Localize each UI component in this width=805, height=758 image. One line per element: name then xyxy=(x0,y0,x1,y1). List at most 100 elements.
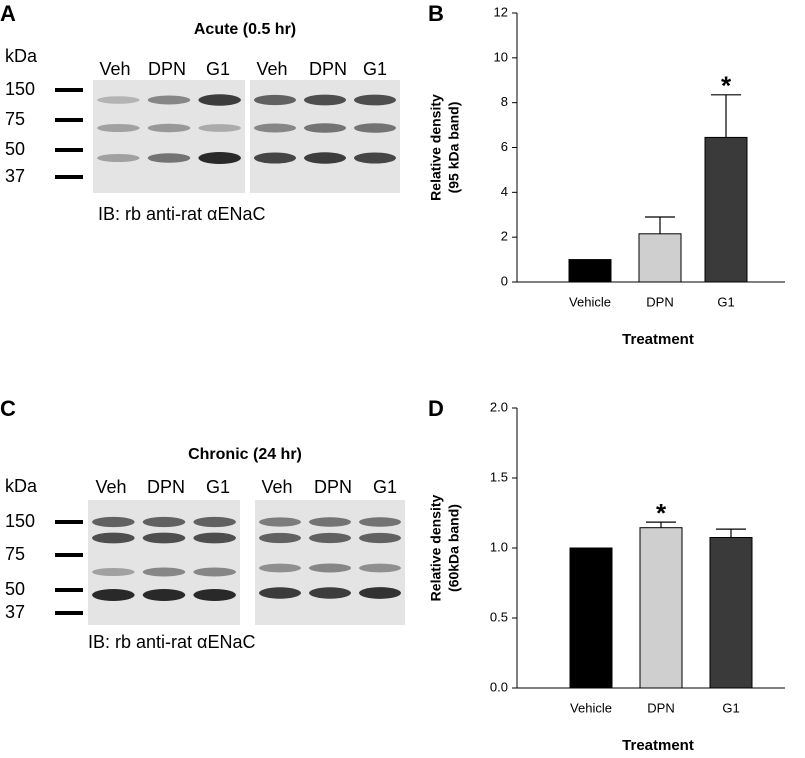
y-tick-label: 2 xyxy=(501,229,508,244)
y-tick-label: 4 xyxy=(501,184,508,199)
blot-band xyxy=(92,532,135,544)
blot-band xyxy=(147,95,191,105)
blot-band xyxy=(193,532,236,544)
lane-label: DPN xyxy=(148,59,186,79)
y-tick-label: 0.0 xyxy=(490,679,508,694)
bar xyxy=(709,537,753,689)
lane-label: Veh xyxy=(256,59,287,79)
blot-band xyxy=(142,589,186,601)
blot-band xyxy=(254,94,296,106)
y-tick-label: 1.5 xyxy=(490,469,508,484)
x-tick-label: DPN xyxy=(646,294,673,309)
bar xyxy=(569,547,613,689)
blot-band xyxy=(254,152,296,164)
panel-letter: A xyxy=(0,1,16,26)
panel-letter: B xyxy=(428,1,444,26)
blot-band xyxy=(147,123,191,133)
marker-label: 37 xyxy=(5,602,25,622)
y-tick-label: 1.0 xyxy=(490,539,508,554)
y-tick-label: 8 xyxy=(501,94,508,109)
y-axis-label: (60kDa band) xyxy=(446,504,462,592)
marker-label: 50 xyxy=(5,139,25,159)
blot-band xyxy=(259,587,301,599)
x-axis-label: Treatment xyxy=(622,331,694,348)
blot-title: Acute (0.5 hr) xyxy=(194,21,296,38)
lane-label: G1 xyxy=(206,59,230,79)
blot-band xyxy=(309,532,351,544)
panel-letter: C xyxy=(0,396,16,421)
blot-caption: IB: rb anti-rat αENaC xyxy=(98,204,265,224)
bar xyxy=(638,233,682,283)
significance-marker: * xyxy=(656,498,667,528)
y-axis-label: (95 kDa band) xyxy=(446,102,462,194)
blot-caption: IB: rb anti-rat αENaC xyxy=(88,632,255,652)
blot-band xyxy=(354,123,396,133)
lane-label: Veh xyxy=(261,477,292,497)
blot-band xyxy=(92,567,135,577)
marker-label: 75 xyxy=(5,109,25,129)
blot-unit: kDa xyxy=(5,476,38,496)
y-axis-label: Relative density xyxy=(428,94,444,201)
blot-band xyxy=(142,567,186,577)
blot-band xyxy=(254,123,296,133)
y-tick-label: 0 xyxy=(501,273,508,288)
blot-band xyxy=(142,516,186,528)
blot-band xyxy=(92,589,135,601)
blot-band xyxy=(309,563,351,573)
lane-label: G1 xyxy=(206,477,230,497)
blot-band xyxy=(304,123,346,133)
significance-marker: * xyxy=(721,71,732,101)
y-tick-label: 6 xyxy=(501,139,508,154)
y-axis-label: Relative density xyxy=(428,494,444,601)
blot-band xyxy=(354,152,396,164)
blot-band xyxy=(359,532,401,544)
lane-label: DPN xyxy=(314,477,352,497)
marker-label: 75 xyxy=(5,544,25,564)
x-tick-label: G1 xyxy=(717,294,734,309)
blot-band xyxy=(309,587,351,599)
blot-band xyxy=(359,563,401,573)
lane-label: G1 xyxy=(373,477,397,497)
blot-band xyxy=(97,96,140,104)
y-tick-label: 2.0 xyxy=(490,399,508,414)
y-tick-label: 12 xyxy=(494,4,508,19)
blot-band xyxy=(259,532,301,544)
blot-band xyxy=(259,563,301,573)
lane-label: G1 xyxy=(363,59,387,79)
blot-band xyxy=(359,587,401,599)
blot-band xyxy=(198,94,241,106)
x-tick-label: Vehicle xyxy=(569,294,611,309)
x-tick-label: G1 xyxy=(722,700,739,715)
blot-band xyxy=(198,124,241,132)
blot-band xyxy=(92,516,135,528)
bar xyxy=(639,527,683,689)
y-tick-label: 10 xyxy=(494,49,508,64)
y-tick-label: 0.5 xyxy=(490,609,508,624)
blot-unit: kDa xyxy=(5,46,38,66)
marker-label: 37 xyxy=(5,166,25,186)
marker-label: 150 xyxy=(5,511,35,531)
blot-band xyxy=(359,517,401,527)
blot-band xyxy=(259,517,301,527)
blot-band xyxy=(142,532,186,544)
blot-band xyxy=(147,153,191,163)
x-axis-label: Treatment xyxy=(622,737,694,754)
blot-band xyxy=(193,589,236,601)
panel-letter: D xyxy=(428,396,444,421)
lane-label: DPN xyxy=(309,59,347,79)
blot-band xyxy=(354,94,396,106)
blot-title: Chronic (24 hr) xyxy=(188,446,302,463)
lane-label: Veh xyxy=(99,59,130,79)
blot-band xyxy=(97,123,140,133)
lane-label: DPN xyxy=(147,477,185,497)
blot-band xyxy=(309,517,351,527)
bar xyxy=(568,259,612,283)
lane-label: Veh xyxy=(95,477,126,497)
marker-label: 150 xyxy=(5,79,35,99)
blot-band xyxy=(304,94,346,106)
x-tick-label: Vehicle xyxy=(570,700,612,715)
x-tick-label: DPN xyxy=(647,700,674,715)
blot-band xyxy=(193,516,236,528)
